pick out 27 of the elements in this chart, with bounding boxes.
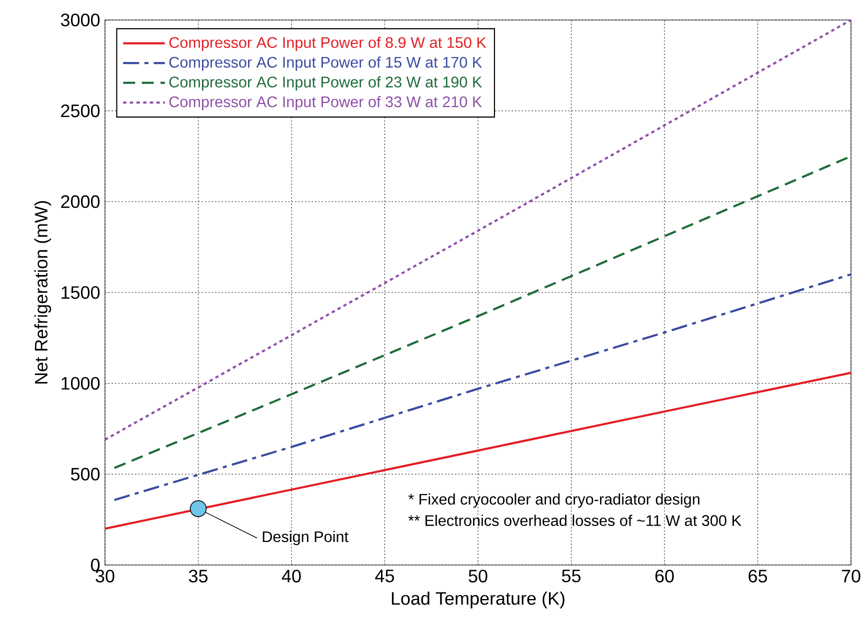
x-axis-title: Load Temperature (K) [392, 592, 564, 608]
y-tick-label: 1500 [62, 286, 100, 299]
x-tick-label: 65 [748, 570, 768, 582]
x-tick-label: 45 [375, 570, 394, 582]
legend-label: Compressor AC Input Power of 8.9 W at 150 K [169, 36, 486, 51]
annotation: * Fixed cryocooler and cryo-radiator design [408, 493, 700, 508]
x-tick-label: 40 [282, 570, 301, 582]
x-tick-label: 30 [96, 570, 114, 582]
y-tick-label: 2000 [61, 195, 100, 208]
y-tick-label: 500 [70, 468, 100, 481]
x-tick-label: 60 [655, 570, 674, 582]
y-tick-label: 2500 [61, 104, 100, 118]
line-series [104, 18, 852, 441]
annotation: Design Point [262, 530, 348, 546]
legend-label: Compressor AC Input Power of 23 W at 190 K [169, 76, 482, 91]
legend-label: Compressor AC Input Power of 15 W at 170 K [169, 56, 482, 71]
y-tick-label: 0 [90, 558, 100, 572]
x-tick-label: 55 [562, 570, 581, 582]
x-tick-label: 35 [188, 570, 208, 582]
x-tick-label: 70 [842, 570, 860, 582]
x-tick-label: 50 [468, 570, 488, 582]
annotation: ** Electronics overhead losses of ~11 W at 300 K [408, 514, 742, 526]
y-axis-title: Net Refrigeration (mW) [34, 201, 52, 384]
y-tick-label: 1000 [62, 376, 100, 390]
y-tick-label: 3000 [60, 14, 100, 26]
legend-label: Compressor AC Input Power of 33 W at 210 K [169, 96, 482, 110]
line-series [104, 372, 852, 530]
